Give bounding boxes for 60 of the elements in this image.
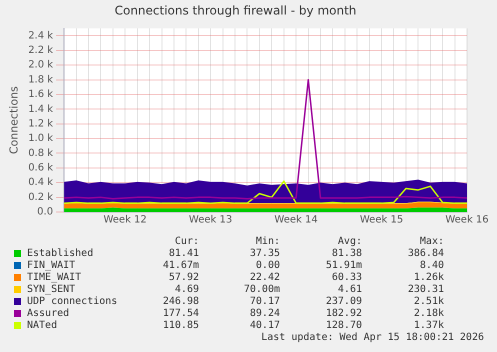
y-tick-label: 1.6 k — [28, 89, 54, 100]
text: 386.84 — [406, 248, 444, 259]
text: 81.41 — [168, 248, 199, 259]
text: 230.31 — [406, 284, 444, 295]
y-axis-title: Connections — [7, 86, 20, 154]
y-tick-label: 1.0 k — [28, 133, 54, 144]
chart-title: Connections through firewall - by month — [114, 3, 356, 18]
y-tick-label: 0.4 k — [28, 177, 54, 188]
x-tick-label: Week 15 — [360, 214, 404, 226]
text: 128.70 — [324, 320, 362, 331]
text: 57.92 — [168, 272, 199, 283]
y-tick-label: 1.4 k — [28, 104, 54, 115]
text: 110.85 — [162, 320, 199, 331]
x-tick-label: Week 14 — [274, 214, 318, 226]
y-tick-label: 2.2 k — [28, 45, 54, 56]
legend-label: NATed — [27, 320, 58, 331]
text: 2.18k — [412, 308, 444, 319]
y-tick-label: 0.6 k — [28, 162, 54, 174]
text: 0.00 — [254, 260, 280, 271]
text: 89.24 — [248, 308, 280, 319]
legend-label: TIME_WAIT — [27, 272, 82, 283]
y-tick-label: 2.0 k — [28, 60, 54, 71]
text: 182.92 — [324, 308, 362, 319]
x-tick-label: Week 12 — [103, 214, 147, 226]
text: 8.40 — [418, 260, 444, 271]
y-tick-label: 2.4 k — [28, 30, 54, 42]
y-tick-label: 0.2 k — [28, 192, 54, 203]
y-tick-label: 0.8 k — [28, 148, 54, 159]
text: 237.09 — [324, 296, 362, 307]
text: 177.54 — [162, 308, 199, 319]
legend-label: SYN_SENT — [27, 284, 76, 295]
text: 41.67m — [162, 260, 199, 271]
text: 246.98 — [162, 296, 199, 307]
text: 4.61 — [336, 284, 362, 295]
x-tick-label: Week 13 — [188, 214, 232, 226]
text: 37.35 — [248, 248, 280, 259]
text: 70.00m — [242, 284, 280, 295]
text: 51.91m — [324, 260, 362, 271]
x-tick-label: Week 16 — [445, 214, 489, 226]
text: Min: — [254, 236, 280, 247]
y-tick-label: 1.2 k — [28, 118, 54, 130]
text: 1.37k — [412, 320, 444, 331]
text: 4.69 — [174, 284, 199, 295]
legend-label: Assured — [27, 308, 70, 319]
y-tick-label: 0.0 — [37, 206, 54, 218]
text: 1.26k — [412, 272, 444, 283]
text: 81.38 — [330, 248, 362, 259]
text: 40.17 — [248, 320, 280, 331]
text: 70.17 — [248, 296, 280, 307]
text: 2.51k — [412, 296, 444, 307]
text: 22.42 — [248, 272, 280, 283]
legend-label: FIN_WAIT — [27, 260, 76, 271]
legend-label: UDP connections — [27, 296, 118, 307]
text: Avg: — [336, 236, 362, 247]
text: Max: — [418, 236, 444, 247]
text: 60.33 — [330, 272, 362, 283]
legend-label: Established — [27, 248, 94, 259]
text: Cur: — [174, 236, 199, 247]
text: Last update: Wed Apr 15 18:00:21 2026 — [260, 332, 484, 344]
y-tick-label: 1.8 k — [28, 74, 54, 86]
